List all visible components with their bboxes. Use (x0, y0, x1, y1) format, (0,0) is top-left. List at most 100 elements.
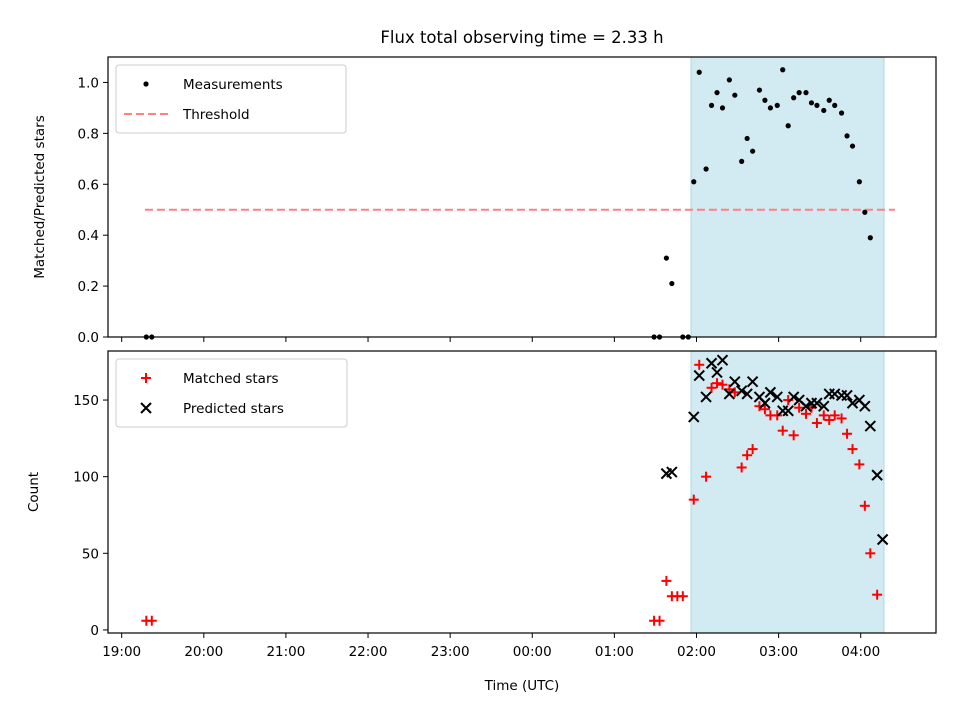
predicted-stars-point (771, 391, 783, 403)
measurements-point (703, 166, 709, 172)
predicted-stars-point (764, 386, 777, 399)
y-tick-label: 0.8 (78, 126, 99, 142)
top-y-axis-label: Matched/Predicted stars (32, 115, 48, 278)
matched-stars-point (800, 408, 811, 419)
observing-window-region (690, 350, 885, 634)
measurements-point (719, 105, 726, 111)
legend-measurements-marker (143, 81, 149, 87)
x-tick-label: 22:00 (349, 644, 388, 660)
predicted-stars-point (782, 405, 794, 417)
predicted-stars-point (688, 411, 700, 423)
measurements-point (832, 102, 838, 108)
y-tick-label: 0 (90, 623, 99, 639)
measurements-point (849, 143, 856, 149)
measurements-point (838, 110, 845, 116)
y-tick-label: 1.0 (78, 75, 99, 91)
legend-label: Threshold (182, 107, 250, 123)
predicted-stars-point (811, 397, 823, 409)
chart-title: Flux total observing time = 2.33 h (380, 28, 663, 47)
legend: Matched stars Predicted stars (115, 358, 348, 428)
measurements-point (826, 97, 832, 103)
matched-stars-point (701, 471, 712, 482)
predicted-stars-point (759, 397, 771, 409)
x-tick-label: 03:00 (759, 644, 798, 660)
predicted-stars-point (729, 375, 741, 388)
matched-stars-point (661, 575, 672, 586)
x-tick-label: 00:00 (513, 644, 552, 660)
matched-stars-point (694, 359, 705, 370)
predicted-stars-point (859, 400, 871, 412)
measurements-point (774, 102, 780, 108)
x-tick-label: 23:00 (431, 644, 470, 660)
legend: Measurements Threshold (115, 64, 347, 134)
axes-frame (107, 56, 937, 338)
measurements-point (714, 90, 720, 96)
measurements-point (856, 179, 862, 185)
measurements-point (669, 280, 675, 287)
x-axis-label: Time (UTC) (484, 678, 560, 694)
predicted-stars-point (700, 391, 712, 403)
x-tick-label: 19:00 (102, 644, 141, 660)
x-tick-label: 04:00 (841, 644, 880, 660)
y-tick-label: 0.4 (78, 228, 99, 244)
bottom-panel: 19:00 20:00 21:00 22:00 23:00 00:00 01:00 02:00… (73, 350, 937, 660)
predicted-stars-point (800, 400, 812, 412)
matched-stars-point (736, 462, 747, 473)
measurements-point (844, 133, 850, 139)
x-tick-label: 02:00 (677, 644, 716, 660)
matched-stars-point (836, 413, 847, 424)
y-tick-label: 100 (73, 470, 99, 486)
measurements-point (726, 77, 732, 83)
predicted-stars-point (876, 533, 889, 546)
predicted-stars-point (787, 391, 800, 403)
predicted-stars-point (746, 375, 759, 388)
legend-label: Matched stars (183, 371, 279, 387)
x-tick-label: 21:00 (266, 644, 305, 660)
legend-box (115, 64, 347, 134)
legend-box (115, 358, 348, 428)
measurements-point (756, 87, 763, 93)
legend-predicted-marker (140, 402, 152, 414)
legend-label: Measurements (183, 77, 283, 93)
measurements-point (750, 148, 756, 154)
measurements-point (791, 95, 797, 101)
matched-stars-point (747, 444, 758, 455)
matched-stars-point (654, 615, 665, 626)
predicted-stars-point (818, 400, 830, 412)
y-tick-label: 150 (73, 393, 99, 409)
matched-stars-point (865, 548, 876, 559)
matched-stars-point (872, 589, 883, 600)
matched-stars-point (717, 379, 728, 390)
x-tick-label: 20:00 (184, 644, 223, 660)
measurements-point (785, 123, 791, 129)
measurements-point (796, 90, 802, 96)
measurements-point (708, 102, 715, 108)
measurements-point (814, 102, 820, 108)
y-tick-label: 0.0 (78, 330, 99, 346)
predicted-stars-point (846, 397, 859, 409)
matched-stars-point (742, 450, 753, 461)
measurements-point (867, 235, 873, 241)
top-panel: 0.0 0.2 0.4 0.6 0.8 1.0 Measurements Threshold (78, 56, 937, 346)
matched-stars-point (811, 418, 822, 429)
predicted-stars-point (705, 357, 718, 369)
y-tick-label: 0.2 (78, 279, 99, 295)
matched-stars-point (777, 425, 788, 436)
matched-stars-point (706, 382, 717, 393)
predicted-stars-point (741, 388, 753, 400)
measurements-point (732, 92, 738, 98)
measurements-point (767, 105, 774, 111)
predicted-stars-point (871, 469, 883, 481)
y-tick-label: 0.6 (78, 177, 99, 193)
predicted-stars-point (735, 385, 748, 397)
measurements-point (862, 209, 868, 215)
matched-stars-point (829, 410, 840, 421)
x-tick-label: 01:00 (595, 644, 634, 660)
matched-stars-point (794, 402, 805, 413)
measurements-point (808, 100, 815, 106)
measurements-point (762, 97, 768, 103)
measurements-point (663, 255, 669, 261)
matched-stars-point (677, 591, 688, 602)
measurements-point (691, 179, 697, 185)
legend-label: Predicted stars (183, 401, 284, 417)
